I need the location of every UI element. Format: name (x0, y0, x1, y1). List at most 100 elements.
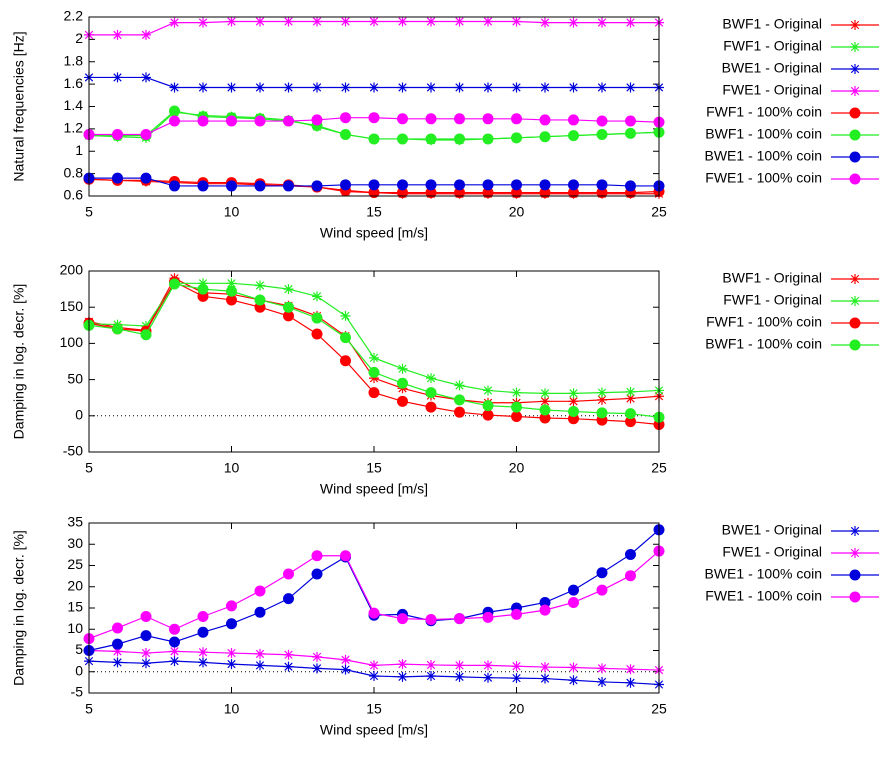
marker (511, 673, 522, 684)
marker (625, 386, 636, 397)
y-tick-label: 1.8 (64, 52, 84, 68)
x-tick-label: 20 (509, 701, 525, 717)
marker (568, 675, 579, 686)
marker (596, 128, 608, 140)
legend-label: BWF1 - Original (722, 270, 822, 286)
marker (368, 112, 380, 124)
marker (511, 387, 522, 398)
marker (568, 130, 579, 142)
marker (226, 180, 237, 192)
marker (454, 671, 465, 682)
marker (596, 584, 608, 596)
y-tick-label: 10 (67, 620, 83, 636)
marker (283, 661, 294, 672)
y-axis-label: Natural frequencies [Hz] (11, 31, 27, 181)
marker (540, 396, 550, 407)
marker (283, 310, 294, 322)
marker (568, 17, 579, 28)
marker (568, 596, 579, 608)
y-tick-label: 15 (67, 599, 83, 615)
y-tick-label: 200 (60, 262, 84, 278)
marker (226, 618, 237, 630)
marker (540, 662, 550, 673)
x-axis-label: Wind speed [m/s] (320, 722, 428, 738)
marker (140, 611, 152, 622)
marker (568, 405, 579, 417)
marker (625, 82, 636, 93)
x-tick-label: 5 (85, 204, 93, 220)
marker (340, 16, 351, 27)
marker (283, 180, 294, 192)
marker (425, 401, 437, 413)
x-tick-label: 15 (366, 204, 382, 220)
marker (397, 187, 408, 199)
marker (197, 611, 209, 622)
y-axis-label: Damping in log. decr. [%] (11, 284, 27, 440)
legend-label: FWE1 - Original (722, 544, 822, 560)
marker (369, 16, 379, 27)
marker (340, 355, 351, 367)
marker (540, 388, 550, 399)
marker (849, 151, 861, 163)
marker (425, 133, 437, 145)
marker (850, 86, 860, 96)
marker (283, 82, 294, 93)
marker (311, 114, 323, 126)
marker (596, 179, 608, 191)
marker (169, 646, 180, 657)
marker (454, 187, 465, 199)
marker (850, 64, 860, 74)
marker (483, 672, 493, 683)
marker (368, 607, 380, 619)
marker (597, 394, 607, 405)
marker (397, 133, 408, 145)
marker (511, 82, 522, 93)
marker (283, 301, 294, 313)
marker (197, 115, 209, 127)
marker (254, 294, 266, 306)
marker (397, 113, 408, 125)
marker (368, 179, 380, 191)
x-tick-label: 20 (509, 204, 525, 220)
marker (197, 283, 209, 295)
marker (596, 187, 608, 199)
marker (283, 16, 294, 27)
marker (625, 180, 636, 192)
marker (283, 284, 294, 295)
marker (597, 17, 607, 28)
marker (568, 114, 579, 126)
marker (482, 113, 494, 125)
marker (141, 72, 151, 83)
marker (312, 82, 322, 93)
x-tick-label: 10 (224, 204, 240, 220)
marker (340, 550, 351, 562)
marker (482, 133, 494, 145)
marker (568, 388, 579, 399)
marker (849, 569, 861, 581)
marker (597, 663, 607, 674)
marker (849, 339, 861, 351)
x-tick-label: 15 (366, 460, 382, 476)
x-axis-label: Wind speed [m/s] (320, 225, 428, 241)
x-tick-label: 5 (85, 460, 93, 476)
marker (849, 591, 861, 603)
marker (112, 29, 123, 40)
y-axis-label: Damping in log. decr. [%] (11, 530, 27, 686)
marker (597, 82, 607, 93)
marker (539, 114, 551, 126)
marker (283, 115, 294, 127)
plot-frame (88, 16, 660, 197)
marker (368, 366, 380, 378)
marker (197, 180, 209, 192)
x-tick-label: 25 (651, 204, 667, 220)
y-tick-label: 2.2 (64, 8, 84, 24)
marker (340, 310, 351, 321)
marker (169, 105, 180, 117)
marker (369, 373, 379, 384)
marker (849, 317, 861, 329)
marker (112, 622, 123, 634)
marker (849, 173, 861, 185)
marker (169, 17, 180, 28)
marker (312, 651, 322, 662)
marker (482, 611, 494, 623)
